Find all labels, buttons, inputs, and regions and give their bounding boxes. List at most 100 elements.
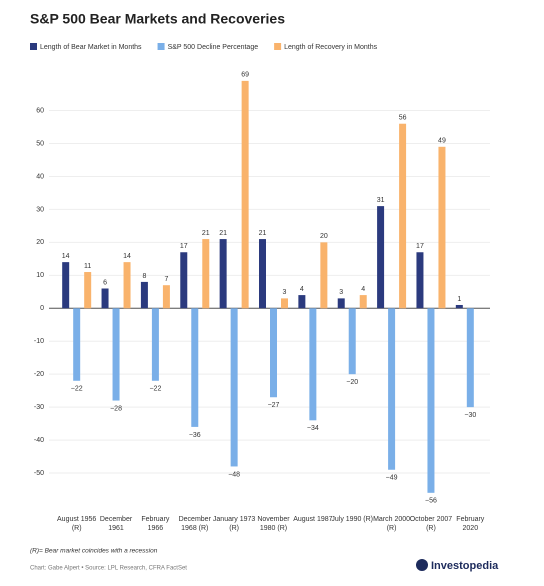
bar — [112, 308, 120, 401]
data-label: 21 — [202, 230, 210, 237]
x-tick-label: February 2020 — [456, 516, 485, 532]
data-label: −36 — [189, 432, 201, 439]
data-label: 69 — [241, 72, 249, 79]
bar — [101, 288, 109, 309]
data-label: −27 — [268, 402, 280, 409]
data-label: −48 — [228, 471, 240, 478]
bar — [416, 252, 424, 309]
bar — [84, 272, 92, 309]
data-label: 8 — [142, 273, 146, 280]
data-label: −20 — [346, 379, 358, 386]
x-tick-label: January 1973 (R) — [212, 516, 256, 532]
legend-swatch — [157, 43, 165, 50]
bar — [466, 308, 474, 408]
legend-swatch — [274, 43, 282, 50]
y-tick-label: 60 — [36, 107, 44, 114]
legend-swatch — [30, 43, 37, 50]
y-tick-label: 10 — [36, 272, 44, 279]
bar — [191, 308, 199, 427]
bar — [151, 308, 159, 381]
bar — [281, 298, 288, 309]
data-label: −56 — [425, 498, 437, 505]
y-tick-label: -50 — [34, 470, 44, 477]
logo-icon — [416, 559, 428, 571]
data-label: −30 — [464, 412, 476, 419]
x-tick-label: August 1987 — [293, 516, 333, 523]
legend-label: Length of Bear Market in Months — [40, 44, 142, 51]
bar — [241, 80, 249, 309]
data-label: 11 — [84, 263, 91, 270]
x-tick-label: November 1980 (R) — [257, 516, 290, 532]
data-label: −28 — [110, 405, 122, 412]
data-label: 21 — [219, 230, 227, 237]
y-tick-label: 20 — [36, 239, 44, 246]
data-label: 14 — [62, 253, 70, 260]
data-label: 17 — [416, 243, 424, 250]
bar — [309, 308, 317, 421]
bar — [455, 304, 463, 309]
bar — [270, 308, 277, 398]
data-label: 3 — [283, 289, 287, 296]
y-tick-label: -40 — [34, 437, 44, 444]
bar — [162, 285, 170, 309]
bar — [359, 295, 367, 309]
brand: Investopedia — [431, 560, 499, 572]
bar — [377, 206, 385, 309]
data-label: 17 — [180, 243, 188, 250]
bar — [388, 308, 396, 470]
bar — [348, 308, 356, 375]
bar — [399, 123, 407, 309]
bar — [62, 262, 70, 309]
bar — [298, 295, 306, 309]
footnote: (R)= Bear market coincides with a recess… — [30, 548, 158, 555]
chart-title: S&P 500 Bear Markets and Recoveries — [30, 11, 285, 27]
y-tick-label: 30 — [36, 206, 44, 213]
y-tick-label: 0 — [40, 305, 44, 312]
source: Chart: Gabe Alpert • Source: LPL Researc… — [30, 566, 187, 572]
y-tick-label: 40 — [36, 173, 44, 180]
x-tick-label: December 1968 (R) — [178, 516, 211, 532]
data-label: −49 — [386, 475, 398, 482]
x-tick-label: July 1990 (R) — [331, 516, 374, 523]
y-tick-label: -20 — [34, 371, 44, 378]
data-label: 14 — [123, 253, 131, 260]
bar — [202, 239, 210, 309]
bar — [230, 308, 238, 467]
data-label: 6 — [103, 279, 107, 286]
x-tick-label: February 1966 — [141, 516, 170, 532]
data-label: −34 — [307, 425, 319, 432]
x-tick-label: August 1956 (R) — [57, 516, 97, 532]
data-label: 7 — [164, 276, 168, 283]
x-tick-label: October 2007 (R) — [409, 516, 453, 532]
data-label: 1 — [457, 296, 461, 303]
bar — [123, 262, 131, 309]
data-label: 21 — [259, 230, 267, 237]
data-label: −22 — [149, 386, 161, 393]
data-label: 31 — [377, 197, 385, 204]
data-label: 56 — [399, 115, 407, 122]
x-tick-label: March 2000 (R) — [373, 516, 411, 532]
bar — [320, 242, 328, 309]
bar — [438, 146, 446, 309]
bar — [259, 239, 266, 309]
bar — [73, 308, 81, 381]
legend-label: Length of Recovery in Months — [284, 44, 377, 51]
data-label: −22 — [71, 386, 83, 393]
bar — [219, 239, 227, 309]
y-tick-label: 50 — [36, 140, 44, 147]
bar — [140, 281, 148, 309]
bar — [427, 308, 435, 493]
data-label: 49 — [438, 138, 446, 145]
legend-label: S&P 500 Decline Percentage — [168, 44, 259, 51]
y-tick-label: -30 — [34, 404, 44, 411]
data-label: 3 — [339, 289, 343, 296]
data-label: 4 — [300, 286, 304, 293]
data-label: 20 — [320, 233, 328, 240]
bar — [180, 252, 188, 309]
x-tick-label: December 1961 — [99, 516, 133, 532]
y-tick-label: -10 — [34, 338, 44, 345]
data-label: 4 — [361, 286, 365, 293]
bar — [337, 298, 345, 309]
